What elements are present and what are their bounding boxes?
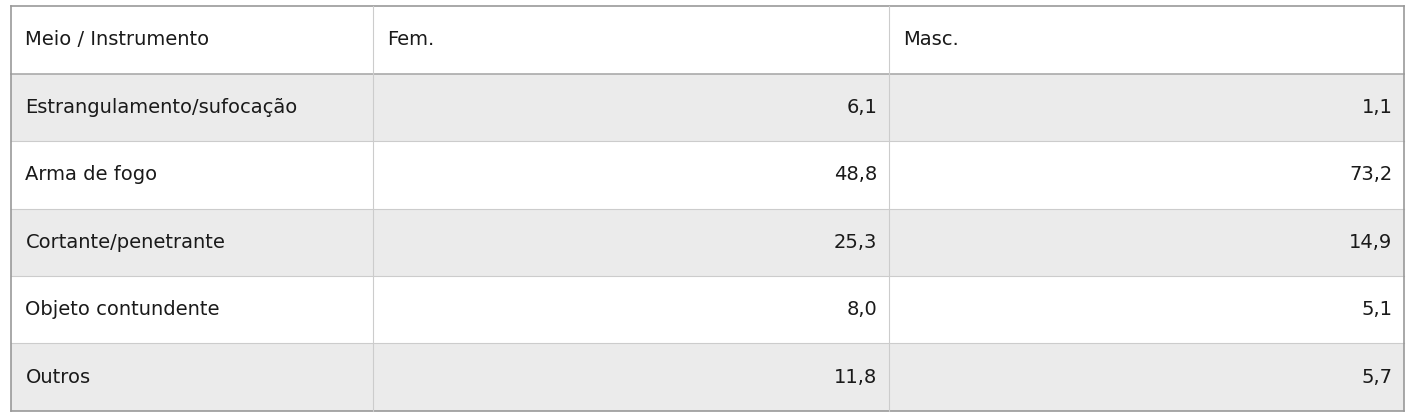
Text: 11,8: 11,8 — [833, 367, 877, 387]
Text: 6,1: 6,1 — [846, 98, 877, 117]
Bar — [11, 141, 1404, 208]
Text: 8,0: 8,0 — [846, 300, 877, 319]
Text: 25,3: 25,3 — [833, 233, 877, 252]
Text: Arma de fogo: Arma de fogo — [25, 165, 157, 184]
Text: 14,9: 14,9 — [1348, 233, 1392, 252]
Text: Meio / Instrumento: Meio / Instrumento — [25, 30, 209, 50]
Bar — [11, 208, 1404, 276]
Text: 5,1: 5,1 — [1361, 300, 1392, 319]
Text: Estrangulamento/sufocação: Estrangulamento/sufocação — [25, 98, 297, 117]
Bar — [11, 276, 1404, 343]
Text: Cortante/penetrante: Cortante/penetrante — [25, 233, 225, 252]
Text: Objeto contundente: Objeto contundente — [25, 300, 219, 319]
Text: 5,7: 5,7 — [1361, 367, 1392, 387]
Text: 1,1: 1,1 — [1361, 98, 1392, 117]
Text: Fem.: Fem. — [388, 30, 434, 50]
Text: 48,8: 48,8 — [833, 165, 877, 184]
Bar — [11, 6, 1404, 74]
Bar — [11, 343, 1404, 411]
Bar — [11, 74, 1404, 141]
Text: Masc.: Masc. — [903, 30, 958, 50]
Text: Outros: Outros — [25, 367, 91, 387]
Text: 73,2: 73,2 — [1348, 165, 1392, 184]
